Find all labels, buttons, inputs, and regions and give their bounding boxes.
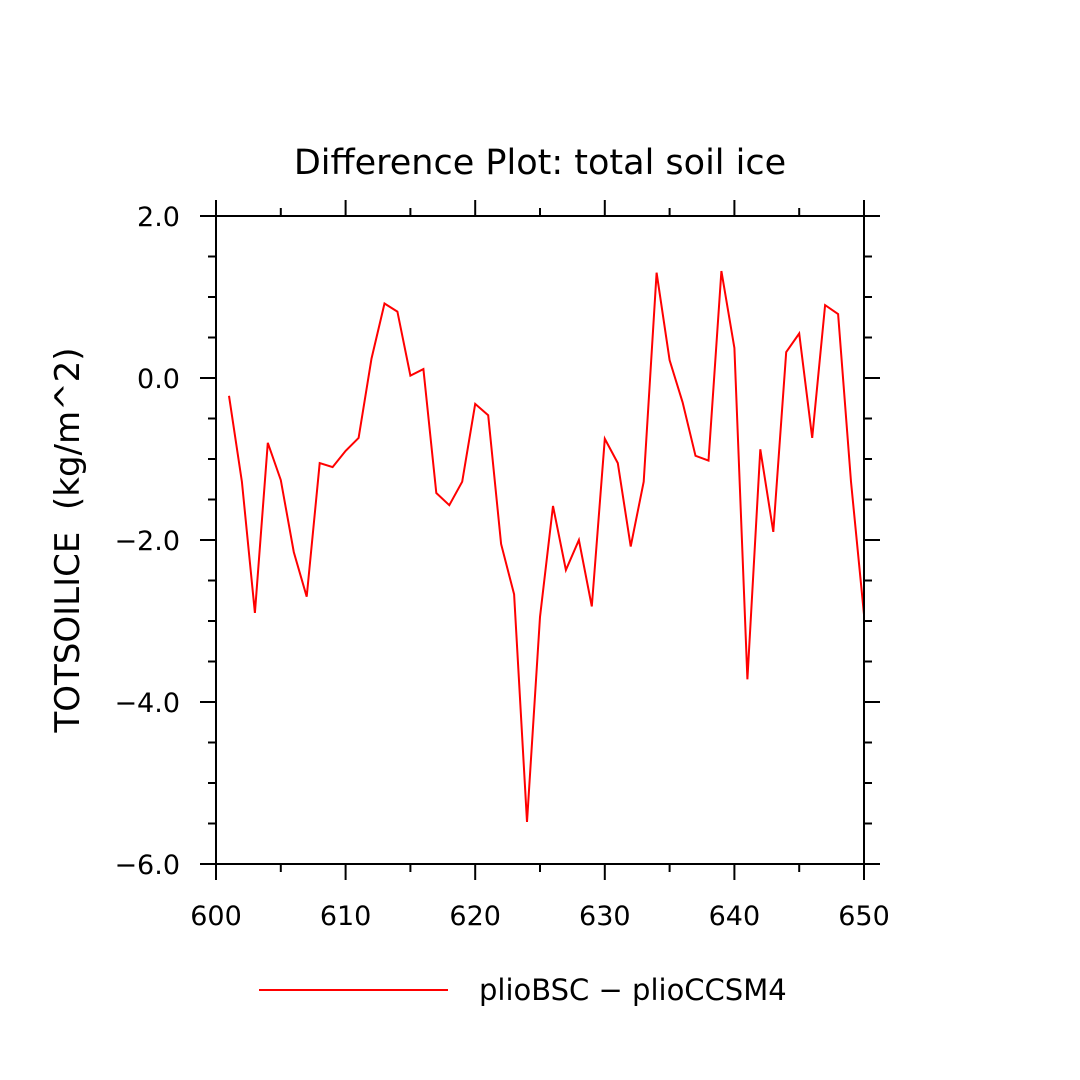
series-line: [228, 270, 865, 822]
axis-ticks: 600 610 620 630 640 650 −6.0 −4.0 −2.0 0.0 2.0: [114, 200, 890, 932]
x-tick-label: 610: [320, 901, 372, 932]
legend-label: plioBSC − plioCCSM4: [479, 973, 787, 1007]
x-tick-label: 640: [709, 901, 761, 932]
y-tick-label: −4.0: [114, 688, 180, 719]
plot-frame: [215, 215, 865, 865]
y-tick-label: 2.0: [137, 202, 180, 233]
x-tick-label: 600: [190, 901, 242, 932]
x-tick-label: 650: [838, 901, 890, 932]
chart-title: Difference Plot: total soil ice: [294, 143, 786, 183]
y-axis-label: TOTSOILICE (kg/m^2): [48, 348, 88, 734]
x-tick-label: 620: [449, 901, 501, 932]
y-tick-label: −6.0: [114, 850, 180, 881]
series-layer: [228, 270, 865, 822]
y-tick-label: 0.0: [137, 364, 180, 395]
legend: plioBSC − plioCCSM4: [259, 973, 787, 1007]
y-tick-label: −2.0: [114, 526, 180, 557]
x-tick-label: 630: [579, 901, 631, 932]
